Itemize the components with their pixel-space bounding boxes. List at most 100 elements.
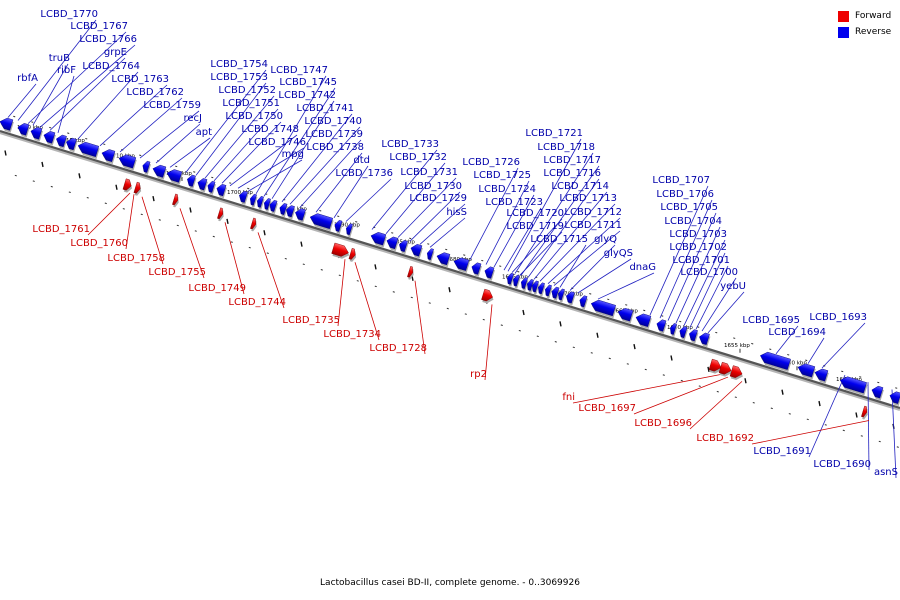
reverse-gene[interactable]: [536, 282, 546, 297]
reverse-gene[interactable]: [29, 126, 44, 142]
reverse-gene[interactable]: [262, 198, 272, 212]
reverse-gene[interactable]: [483, 266, 496, 281]
track-mark: [78, 173, 81, 179]
forward-gene[interactable]: [133, 181, 143, 196]
forward-gene[interactable]: [217, 207, 226, 222]
reverse-track-dot: [679, 320, 682, 323]
reverse-gene[interactable]: [838, 375, 868, 396]
forward-gene[interactable]: [729, 365, 745, 382]
reverse-gene[interactable]: [206, 180, 217, 195]
reverse-gene[interactable]: [470, 262, 483, 277]
reverse-gene[interactable]: [117, 153, 138, 171]
reverse-gene[interactable]: [556, 288, 566, 303]
forward-track-dot: [770, 407, 773, 410]
forward-gene[interactable]: [348, 248, 358, 262]
reverse-gene-label: LCBD_1720: [506, 208, 564, 219]
leader-line: [507, 138, 582, 272]
reverse-gene[interactable]: [151, 163, 168, 180]
reverse-gene[interactable]: [813, 367, 830, 384]
forward-gene-body: [331, 242, 349, 257]
reverse-gene-label: LCBD_1742: [278, 90, 336, 101]
reverse-gene[interactable]: [215, 183, 228, 199]
reverse-gene[interactable]: [237, 190, 249, 205]
reverse-gene[interactable]: [64, 137, 78, 153]
reverse-gene[interactable]: [616, 307, 635, 324]
reverse-gene[interactable]: [796, 362, 817, 380]
reverse-gene[interactable]: [668, 323, 678, 337]
reverse-gene[interactable]: [697, 332, 711, 348]
reverse-gene[interactable]: [185, 174, 197, 189]
leader-line: [503, 207, 542, 271]
reverse-gene[interactable]: [255, 196, 265, 210]
reverse-gene[interactable]: [511, 274, 521, 289]
forward-gene[interactable]: [250, 217, 259, 232]
reverse-gene[interactable]: [385, 235, 400, 252]
leader-line: [224, 222, 245, 295]
reverse-gene[interactable]: [369, 230, 388, 248]
forward-track-dot: [140, 213, 143, 216]
reverse-gene[interactable]: [293, 207, 307, 223]
reverse-gene[interactable]: [16, 122, 31, 138]
reverse-gene-body: [295, 208, 306, 221]
forward-gene[interactable]: [861, 405, 870, 420]
reverse-gene[interactable]: [564, 291, 576, 306]
forward-gene[interactable]: [172, 193, 181, 208]
reverse-gene[interactable]: [0, 116, 14, 133]
forward-gene[interactable]: [708, 358, 724, 375]
reverse-gene[interactable]: [165, 168, 184, 185]
reverse-gene[interactable]: [333, 219, 344, 234]
reverse-gene[interactable]: [42, 130, 57, 146]
reverse-gene[interactable]: [452, 256, 471, 274]
reverse-gene[interactable]: [397, 239, 409, 255]
reverse-track-dot: [787, 354, 790, 356]
reverse-gene[interactable]: [425, 248, 435, 263]
reverse-gene[interactable]: [888, 390, 900, 407]
reverse-gene[interactable]: [678, 326, 689, 341]
reverse-gene-label: LCBD_1716: [543, 168, 601, 179]
reverse-gene[interactable]: [687, 328, 699, 344]
reverse-gene[interactable]: [308, 212, 334, 232]
reverse-gene[interactable]: [100, 148, 117, 165]
leader-line: [397, 177, 457, 238]
reverse-gene[interactable]: [530, 280, 540, 295]
forward-gene-body: [407, 266, 413, 278]
reverse-gene[interactable]: [655, 318, 668, 334]
forward-gene[interactable]: [481, 288, 496, 305]
leader-line: [27, 31, 127, 124]
reverse-gene[interactable]: [344, 223, 354, 238]
reverse-gene[interactable]: [278, 202, 289, 218]
reverse-gene[interactable]: [248, 193, 258, 208]
reverse-gene[interactable]: [435, 251, 452, 268]
reverse-gene[interactable]: [284, 204, 296, 220]
reverse-gene[interactable]: [758, 350, 792, 373]
reverse-track-dot: [859, 376, 862, 378]
reverse-gene[interactable]: [268, 199, 279, 214]
forward-gene[interactable]: [331, 242, 352, 261]
forward-track-dot: [230, 241, 233, 243]
reverse-gene[interactable]: [550, 286, 561, 301]
reverse-gene[interactable]: [409, 243, 424, 259]
forward-gene[interactable]: [718, 361, 734, 378]
reverse-gene-body: [436, 252, 451, 266]
forward-gene[interactable]: [407, 266, 416, 280]
reverse-gene[interactable]: [519, 277, 529, 292]
reverse-gene-label: glyQ: [594, 234, 617, 245]
reverse-gene[interactable]: [54, 134, 68, 150]
reverse-gene[interactable]: [589, 298, 617, 319]
reverse-gene[interactable]: [543, 284, 553, 299]
reverse-gene[interactable]: [578, 295, 589, 310]
leader-line: [271, 100, 335, 199]
reverse-gene[interactable]: [505, 272, 515, 287]
reverse-gene[interactable]: [141, 160, 152, 175]
forward-gene-label: LCBD_1761: [32, 224, 90, 235]
forward-gene[interactable]: [122, 178, 134, 194]
reverse-gene[interactable]: [634, 312, 653, 330]
reverse-gene[interactable]: [870, 385, 885, 401]
leader-line: [683, 239, 726, 326]
backbone-shadow: [0, 131, 900, 412]
reverse-gene[interactable]: [76, 140, 100, 160]
reverse-track-dot: [445, 248, 448, 251]
reverse-gene[interactable]: [196, 177, 209, 193]
leader-line: [659, 199, 713, 319]
